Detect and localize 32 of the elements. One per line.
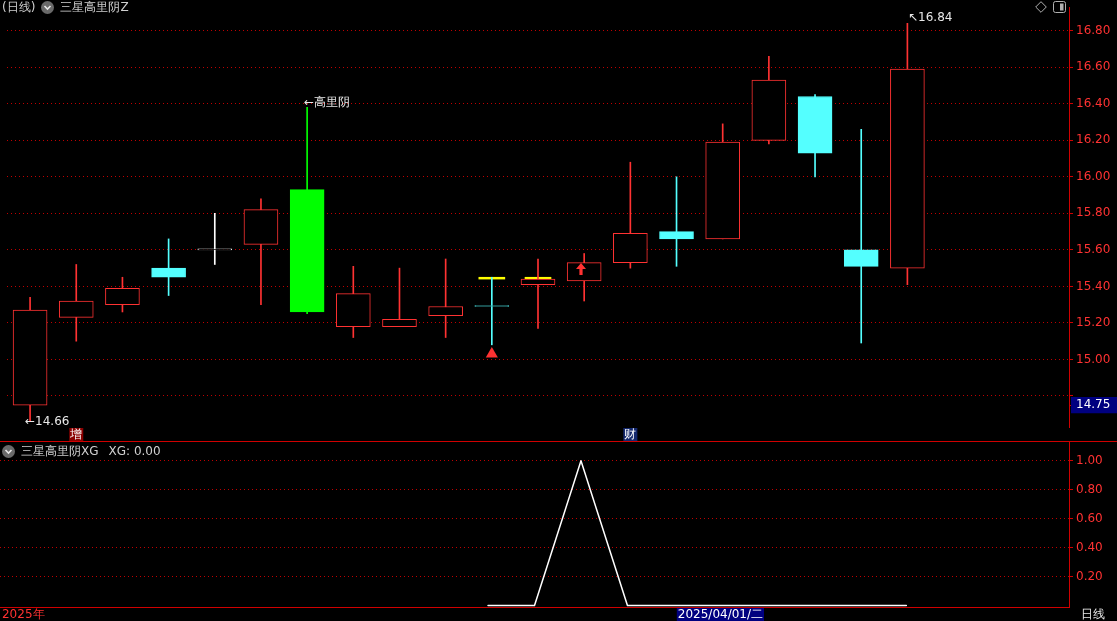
chart-subtitle: 三星高里阴Z xyxy=(60,0,129,14)
y-tick-label: 0.20 xyxy=(1076,568,1103,583)
chart-title: (日线) xyxy=(2,0,36,14)
candlestick xyxy=(843,129,879,344)
y-tick-label: 1.00 xyxy=(1076,452,1103,467)
text: 日线 xyxy=(1081,607,1105,621)
annotation: ←14.66 xyxy=(25,414,70,428)
y-tick-label: 16.40 xyxy=(1076,95,1111,110)
y-tick-label: 15.60 xyxy=(1076,241,1111,256)
chart-subtitle: XG: 0.00 xyxy=(108,444,161,458)
annotation: ←高里阴 xyxy=(304,95,351,109)
x-tick-label: 增 xyxy=(69,427,83,442)
candlestick xyxy=(58,264,94,342)
x-tick-label: 财 xyxy=(624,427,637,442)
y-tick-label: 16.60 xyxy=(1076,59,1111,74)
y-tick-label: 16.00 xyxy=(1076,168,1111,183)
y-tick-label: 16.20 xyxy=(1076,132,1111,147)
x-tick-label: 2025年 xyxy=(1,607,45,621)
y-tick-label: 15.80 xyxy=(1076,205,1111,220)
y-tick-label: 14.75 xyxy=(1076,397,1111,412)
y-tick-label: 0.60 xyxy=(1076,510,1103,525)
chart-title: 三星高里阴XG xyxy=(21,444,99,458)
x-tick-label: 2025/04/01/二 xyxy=(677,607,764,621)
annotation: ↖16.84 xyxy=(908,10,953,24)
y-tick-label: 16.80 xyxy=(1076,22,1111,37)
candlestick xyxy=(520,258,556,329)
y-tick-label: 0.40 xyxy=(1076,539,1103,554)
y-tick-label: 15.00 xyxy=(1076,351,1111,366)
y-tick-label: 15.40 xyxy=(1076,278,1111,293)
y-tick-label: 0.80 xyxy=(1076,481,1103,496)
candlestick xyxy=(197,213,233,265)
y-tick-label: 15.20 xyxy=(1076,315,1111,330)
